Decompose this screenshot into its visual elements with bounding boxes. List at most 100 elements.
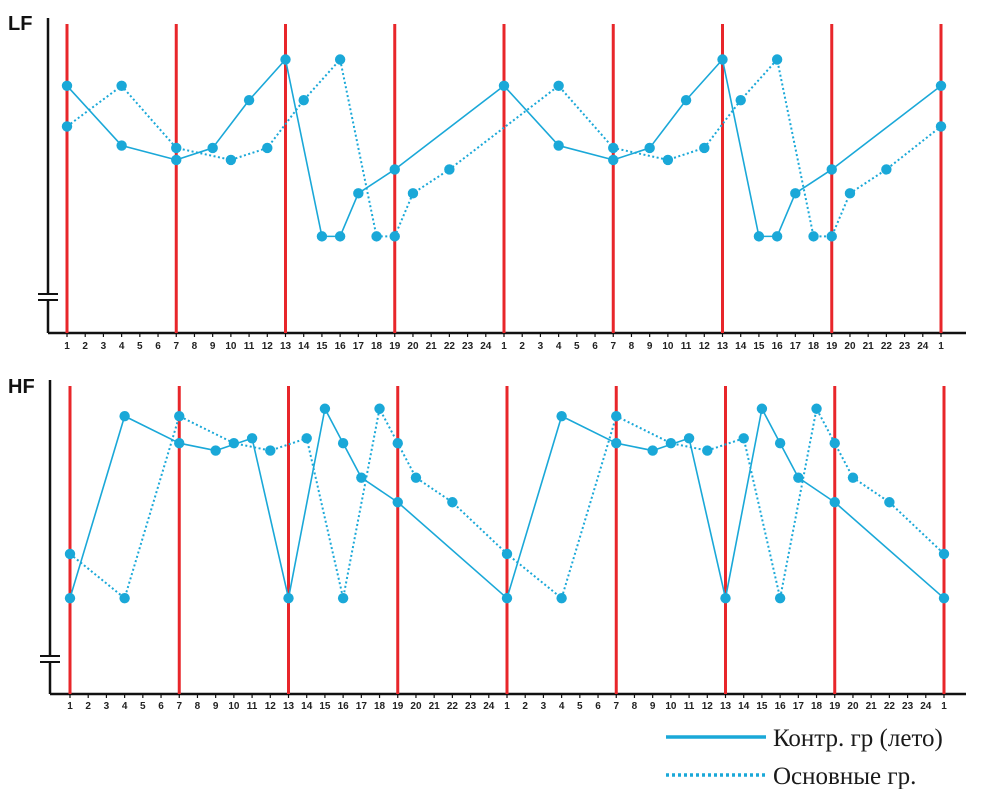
legend-label-main: Основные гр.: [773, 763, 916, 789]
lf-x-tick-label: 21: [426, 341, 438, 352]
hf-x-tick-label: 22: [884, 701, 896, 712]
lf-series-main-groups-point: [61, 121, 73, 132]
lf-x-tick-label: 11: [244, 341, 255, 352]
hf-series-main-groups-point: [738, 433, 749, 444]
hf-x-tick-label: 15: [319, 701, 331, 712]
hf-x-tick-label: 3: [104, 701, 110, 712]
hf-panel-title: HF: [8, 376, 35, 398]
hf-x-tick-label: 10: [665, 701, 677, 712]
hf-series-control-point: [210, 445, 221, 456]
hf-panel: HF 1 2 3 4 5 6 7 8 9 10 11 12 13 14 15 16 17 18 19 20 21 22 23…: [8, 376, 966, 712]
hf-x-tick-label: 12: [265, 701, 277, 712]
lf-series-control-point: [389, 164, 400, 175]
lf-x-tick-label: 5: [137, 341, 143, 352]
hf-series-control-point: [356, 472, 367, 483]
lf-series-main-groups-point: [444, 164, 455, 175]
hf-series-main-groups-point: [447, 497, 458, 508]
lf-series-control-point: [753, 231, 765, 242]
lf-series-control-point: [717, 54, 728, 65]
lf-series-control-point: [243, 94, 255, 106]
lf-x-tick-label: 6: [592, 341, 598, 352]
hf-series-main-groups-point: [847, 472, 859, 483]
hf-x-tick-label: 8: [632, 701, 638, 712]
hf-series-control-point: [683, 433, 695, 444]
hf-x-tick-label: 2: [85, 701, 91, 712]
hf-x-tick-label: 21: [866, 701, 878, 712]
hf-x-tick-label: 14: [301, 701, 313, 712]
hf-series-control-point: [611, 438, 622, 449]
lf-x-tick-label: 16: [772, 341, 784, 352]
lf-series-control-point: [608, 154, 619, 166]
lf-x-tick-label: 17: [790, 341, 802, 352]
hf-x-tick-label: 24: [920, 701, 932, 712]
lf-x-tick-label: 3: [101, 341, 107, 352]
lf-x-tick-label: 3: [538, 341, 544, 352]
lf-series-main-groups-point: [881, 164, 892, 175]
hf-series-control-point: [556, 410, 567, 422]
lf-x-tick-label: 10: [225, 341, 237, 352]
hf-x-tick-label: 16: [338, 701, 350, 712]
hf-series-main-groups-point: [392, 438, 403, 449]
legend-label-control: Контр. гр (лето): [773, 725, 943, 752]
hf-x-tick-label: 14: [738, 701, 750, 712]
lf-x-tick-label: 24: [917, 341, 929, 352]
lf-x-tick-label: 18: [808, 341, 820, 352]
lf-series-control-point: [207, 142, 218, 154]
lf-x-tick-label: 20: [844, 341, 856, 352]
lf-series-control-point: [61, 80, 73, 92]
hf-x-tick-label: 1: [67, 701, 73, 712]
lf-series-main-groups-point: [553, 80, 564, 92]
lf-series-control-point: [553, 140, 564, 151]
hf-x-tick-label: 11: [684, 701, 695, 712]
lf-series-control-point: [116, 140, 127, 151]
hf-x-tick-label: 18: [811, 701, 823, 712]
lf-series-control-point: [316, 231, 328, 242]
hf-x-tick-label: 12: [702, 701, 714, 712]
legend: Контр. гр (лето) Основные гр.: [666, 725, 943, 789]
hf-x-tick-label: 23: [902, 701, 914, 712]
lf-series-control-point: [334, 231, 346, 242]
hf-x-tick-label: 4: [559, 701, 565, 712]
lf-x-tick-label: 23: [899, 341, 911, 352]
lf-series-main-groups-point: [735, 94, 746, 106]
lf-x-tick-label: 6: [155, 341, 161, 352]
lf-series-control-point: [498, 80, 510, 92]
lf-series-main-groups-point: [262, 142, 273, 154]
lf-x-tick-label: 16: [335, 341, 347, 352]
lf-series-main-groups-point: [808, 231, 819, 242]
lf-series-control-point: [171, 154, 182, 166]
hf-x-tick-label: 13: [283, 701, 295, 712]
lf-x-tick-label: 14: [735, 341, 747, 352]
hf-x-tick-label: 3: [541, 701, 547, 712]
hf-x-tick-label: 21: [429, 701, 441, 712]
lf-x-tick-label: 1: [938, 341, 944, 352]
hf-x-tick-label: 17: [356, 701, 368, 712]
lf-series-main-groups-point: [662, 154, 674, 166]
hf-series-control-point: [246, 433, 258, 444]
hf-x-tick-label: 18: [374, 701, 386, 712]
hf-series-main-groups-point: [665, 438, 677, 449]
hf-series-main-groups-point: [702, 445, 713, 456]
hf-series-main-groups-point: [174, 410, 185, 422]
lf-x-tick-label: 11: [681, 341, 692, 352]
hf-series-control-point: [64, 592, 76, 604]
lf-series-main-groups-point: [826, 231, 837, 242]
hf-series-main-groups-point: [829, 438, 840, 449]
hf-x-tick-label: 1: [941, 701, 947, 712]
lf-x-tick-label: 2: [82, 341, 88, 352]
lf-x-tick-label: 24: [480, 341, 492, 352]
hf-series-control-point: [319, 403, 331, 414]
hf-series-control-point: [337, 438, 349, 449]
hf-axis-break: [40, 655, 60, 663]
lf-series-main-groups-point: [225, 154, 237, 166]
lf-x-tick-label: 23: [462, 341, 474, 352]
lf-x-tick-label: 21: [863, 341, 875, 352]
hf-series-main-groups-point: [556, 592, 567, 604]
lf-x-tick-label: 8: [192, 341, 198, 352]
hf-series-main-groups-point: [410, 472, 422, 483]
hf-x-tick-label: 5: [140, 701, 146, 712]
lf-series-control-point: [353, 188, 364, 199]
hf-series-main-groups-point: [774, 592, 786, 604]
hf-series-main-groups-point: [501, 548, 513, 560]
lf-x-tick-label: 22: [444, 341, 456, 352]
